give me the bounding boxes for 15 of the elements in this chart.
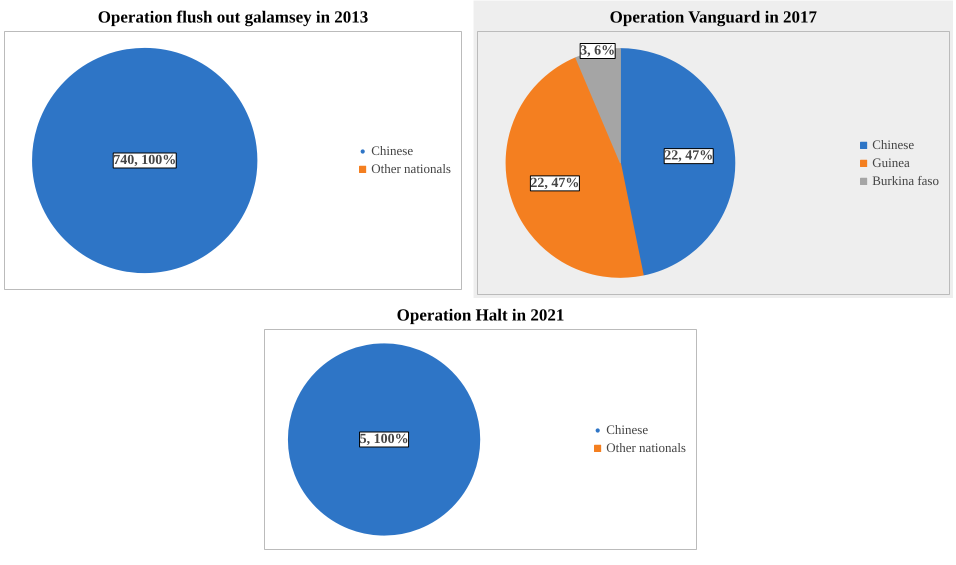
chart-title: Operation flush out galamsey in 2013 — [98, 8, 368, 26]
data-label: 740, 100% — [113, 153, 176, 168]
chart-title: Operation Vanguard in 2017 — [610, 8, 818, 26]
legend-label: Other nationals — [606, 440, 686, 456]
data-label: 22, 47% — [530, 176, 580, 191]
data-label: 5, 100% — [360, 432, 409, 447]
legend-label: Burkina faso — [872, 172, 939, 188]
chart-title: Operation Halt in 2021 — [396, 306, 564, 324]
legend-label: Chinese — [606, 422, 648, 438]
legend-label: Chinese — [371, 143, 414, 159]
data-label: 3, 6% — [580, 43, 616, 58]
legend-label: Other nationals — [371, 161, 451, 177]
data-label: 22, 47% — [664, 148, 714, 164]
legend-label: Chinese — [872, 136, 914, 152]
legend-label: Guinea — [872, 154, 910, 170]
